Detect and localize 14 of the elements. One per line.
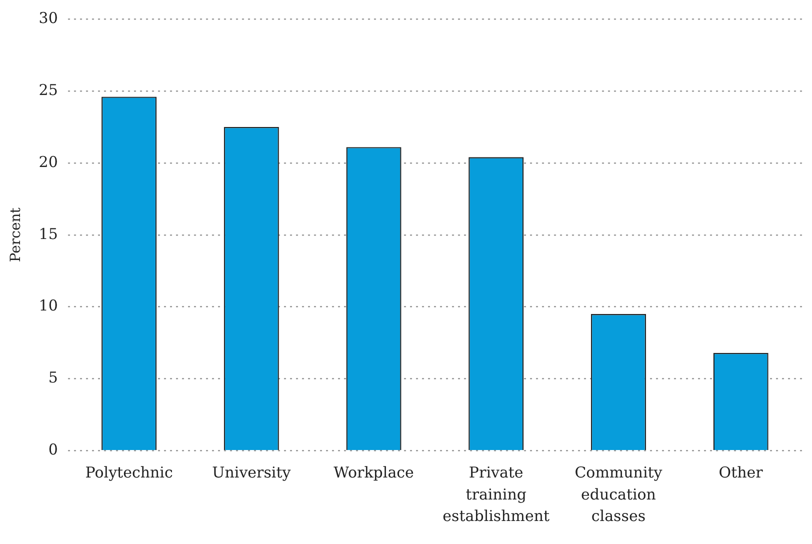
x-tick-label: Workplace xyxy=(334,464,414,482)
y-axis-title: Percent xyxy=(8,207,24,262)
y-tick-label: 0 xyxy=(48,440,58,459)
x-tick-label: Other xyxy=(718,464,764,482)
y-tick-label: 25 xyxy=(38,80,58,99)
y-tick-label: 10 xyxy=(38,296,58,315)
x-tick-label: Private training establishment xyxy=(442,464,550,526)
y-tick-label: 15 xyxy=(38,224,58,243)
x-tick-label: Polytechnic xyxy=(85,464,173,482)
y-tick-label: 30 xyxy=(38,8,58,27)
x-tick-label: Community education classes xyxy=(574,464,663,526)
y-tick-label: 5 xyxy=(48,368,58,387)
y-tick-label: 20 xyxy=(38,152,58,171)
x-tick-label: University xyxy=(212,464,292,482)
